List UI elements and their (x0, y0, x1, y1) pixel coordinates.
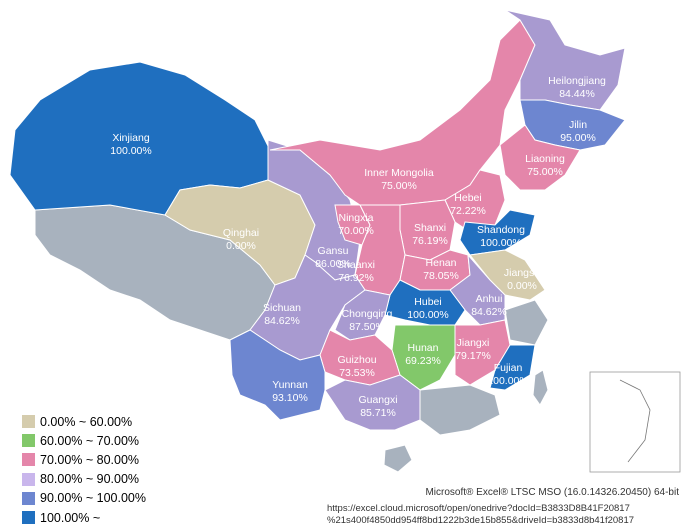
legend-swatch (22, 453, 35, 467)
region-chongqing (334, 289, 391, 341)
region-value-sichuan: 84.62% (264, 315, 300, 327)
excel-credit: Microsoft® Excel® LTSC MSO (16.0.14326.2… (425, 487, 679, 498)
region-value-ningxia: 70.00% (338, 225, 374, 237)
region-name-gansu: Gansu (318, 245, 349, 257)
region-yunnan (229, 329, 326, 421)
region-guangdong (419, 384, 501, 436)
region-guizhou (319, 329, 401, 386)
region-value-shanxi: 76.19% (412, 235, 448, 247)
region-value-chongqing: 87.50% (349, 321, 385, 333)
region-value-liaoning: 75.00% (527, 166, 563, 178)
region-guangxi (324, 374, 421, 431)
region-hubei (384, 279, 466, 326)
legend-swatch (22, 415, 35, 429)
region-value-xinjiang: 100.00% (110, 145, 151, 157)
region-name-hubei: Hubei (414, 296, 441, 308)
region-value-shaanxi: 76.92% (338, 272, 374, 284)
region-name-guizhou: Guizhou (337, 354, 376, 366)
legend-label: 90.00% ~ 100.00% (40, 491, 146, 506)
region-name-ningxia: Ningxia (338, 212, 373, 224)
source-url-line1: https://excel.cloud.microsoft/open/onedr… (327, 503, 630, 514)
legend-item: 70.00% ~ 80.00% (22, 450, 146, 469)
region-hainan (383, 444, 413, 473)
region-name-hebei: Hebei (454, 192, 481, 204)
region-name-heilongjiang: Heilongjiang (548, 75, 606, 87)
region-name-anhui: Anhui (476, 293, 503, 305)
inset-coastline (619, 379, 651, 463)
region-value-guizhou: 73.53% (339, 367, 375, 379)
region-name-xinjiang: Xinjiang (112, 132, 150, 144)
legend-item: 100.00% ~ (22, 508, 146, 527)
region-name-hunan: Hunan (408, 342, 439, 354)
legend-swatch (22, 511, 35, 525)
region-value-jilin: 95.00% (560, 132, 596, 144)
region-name-jiangxi: Jiangxi (457, 337, 490, 349)
region-name-inner-mongolia: Inner Mongolia (364, 167, 434, 179)
region-zhejiang (504, 299, 549, 346)
region-value-inner-mongolia: 75.00% (381, 180, 417, 192)
region-name-chongqing: Chongqing (342, 308, 393, 320)
legend-swatch (22, 472, 35, 486)
region-name-jilin: Jilin (569, 119, 587, 131)
legend-item: 60.00% ~ 70.00% (22, 431, 146, 450)
region-name-yunnan: Yunnan (272, 379, 308, 391)
region-name-jiangsu: Jiangsu (504, 267, 540, 279)
region-value-guangxi: 85.71% (360, 407, 396, 419)
region-value-hebei: 72.22% (450, 205, 486, 217)
legend-swatch (22, 434, 35, 448)
region-fujian (489, 344, 536, 391)
legend-item: 0.00% ~ 60.00% (22, 412, 146, 431)
region-value-hunan: 69.23% (405, 355, 441, 367)
region-name-fujian: Fujian (494, 362, 523, 374)
south-china-sea-inset (589, 371, 681, 473)
region-name-qinghai: Qinghai (223, 227, 259, 239)
region-value-jiangsu: 0.00% (507, 280, 537, 292)
region-value-qinghai: 0.00% (226, 240, 256, 252)
region-name-liaoning: Liaoning (525, 153, 565, 165)
region-name-sichuan: Sichuan (263, 302, 301, 314)
region-value-heilongjiang: 84.44% (559, 88, 595, 100)
source-url-line2: %21s400f4850dd954ff8bd1222b3de15b855&dri… (327, 515, 635, 526)
legend-label: 100.00% ~ (40, 510, 101, 525)
legend-swatch (22, 491, 35, 505)
legend-label: 70.00% ~ 80.00% (40, 452, 140, 467)
legend-label: 0.00% ~ 60.00% (40, 414, 133, 429)
region-taiwan (532, 369, 549, 406)
region-value-anhui: 84.62% (471, 306, 507, 318)
region-value-gansu: 86.00% (315, 258, 351, 270)
region-value-jiangxi: 79.17% (455, 350, 491, 362)
region-liaoning (499, 124, 581, 191)
region-name-shandong: Shandong (477, 224, 525, 236)
legend-label: 80.00% ~ 90.00% (40, 472, 140, 487)
legend-label: 60.00% ~ 70.00% (40, 433, 140, 448)
region-name-shaanxi: Shaanxi (337, 259, 375, 271)
region-name-guangxi: Guangxi (358, 394, 397, 406)
region-value-hubei: 100.00% (407, 309, 448, 321)
region-hebei (444, 169, 506, 233)
legend: 0.00% ~ 60.00% 60.00% ~ 70.00% 70.00% ~ 80… (22, 412, 146, 527)
legend-item: 90.00% ~ 100.00% (22, 489, 146, 508)
source-url: https://excel.cloud.microsoft/open/onedr… (327, 503, 677, 527)
region-name-henan: Henan (426, 257, 457, 269)
region-value-henan: 78.05% (423, 270, 459, 282)
region-value-yunnan: 93.10% (272, 392, 308, 404)
region-inner-mongolia (269, 19, 536, 206)
region-name-shanxi: Shanxi (414, 222, 446, 234)
legend-item: 80.00% ~ 90.00% (22, 470, 146, 489)
region-shandong (459, 209, 536, 256)
region-value-fujian: 100.00% (487, 375, 528, 387)
region-value-shandong: 100.00% (480, 237, 521, 249)
